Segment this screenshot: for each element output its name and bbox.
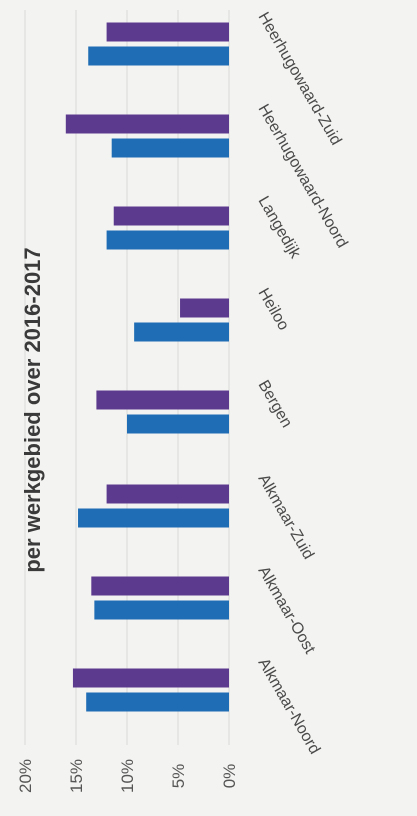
- value-tick-label: 15%: [67, 759, 86, 793]
- bar: [96, 390, 230, 410]
- category-labels: Heerhugowaard-ZuidHeerhugowaard-NoordLan…: [255, 10, 351, 758]
- bar: [88, 46, 230, 66]
- tick-labels: 20% 15% 10% 5% 0%: [16, 759, 239, 793]
- bar: [65, 114, 229, 134]
- bar: [134, 322, 229, 342]
- bar: [94, 600, 229, 620]
- bars: [65, 22, 230, 712]
- bar: [111, 138, 229, 158]
- bar: [86, 692, 229, 712]
- category-label: Alkmaar-Oost: [255, 564, 319, 658]
- category-label: Alkmaar-Zuid: [255, 472, 317, 563]
- value-tick-label: 20%: [16, 759, 35, 793]
- bar: [106, 230, 229, 250]
- category-label: Heiloo: [255, 286, 292, 334]
- bar: [78, 508, 229, 528]
- bar: [127, 414, 229, 434]
- value-tick-label: 10%: [118, 759, 137, 793]
- category-label: Langedijk: [255, 194, 304, 263]
- category-label: Alkmaar-Noord: [255, 656, 324, 758]
- chart-title: per werkgebied over 2016-2017: [20, 247, 45, 572]
- value-tick-label: 5%: [169, 764, 188, 789]
- bar: [113, 206, 229, 226]
- bar: [91, 576, 229, 596]
- bar: [106, 484, 229, 504]
- category-label: Bergen: [255, 378, 296, 431]
- bar: [106, 22, 229, 42]
- bar: [72, 668, 229, 688]
- bar: [180, 298, 229, 318]
- value-tick-label: 0%: [220, 764, 239, 789]
